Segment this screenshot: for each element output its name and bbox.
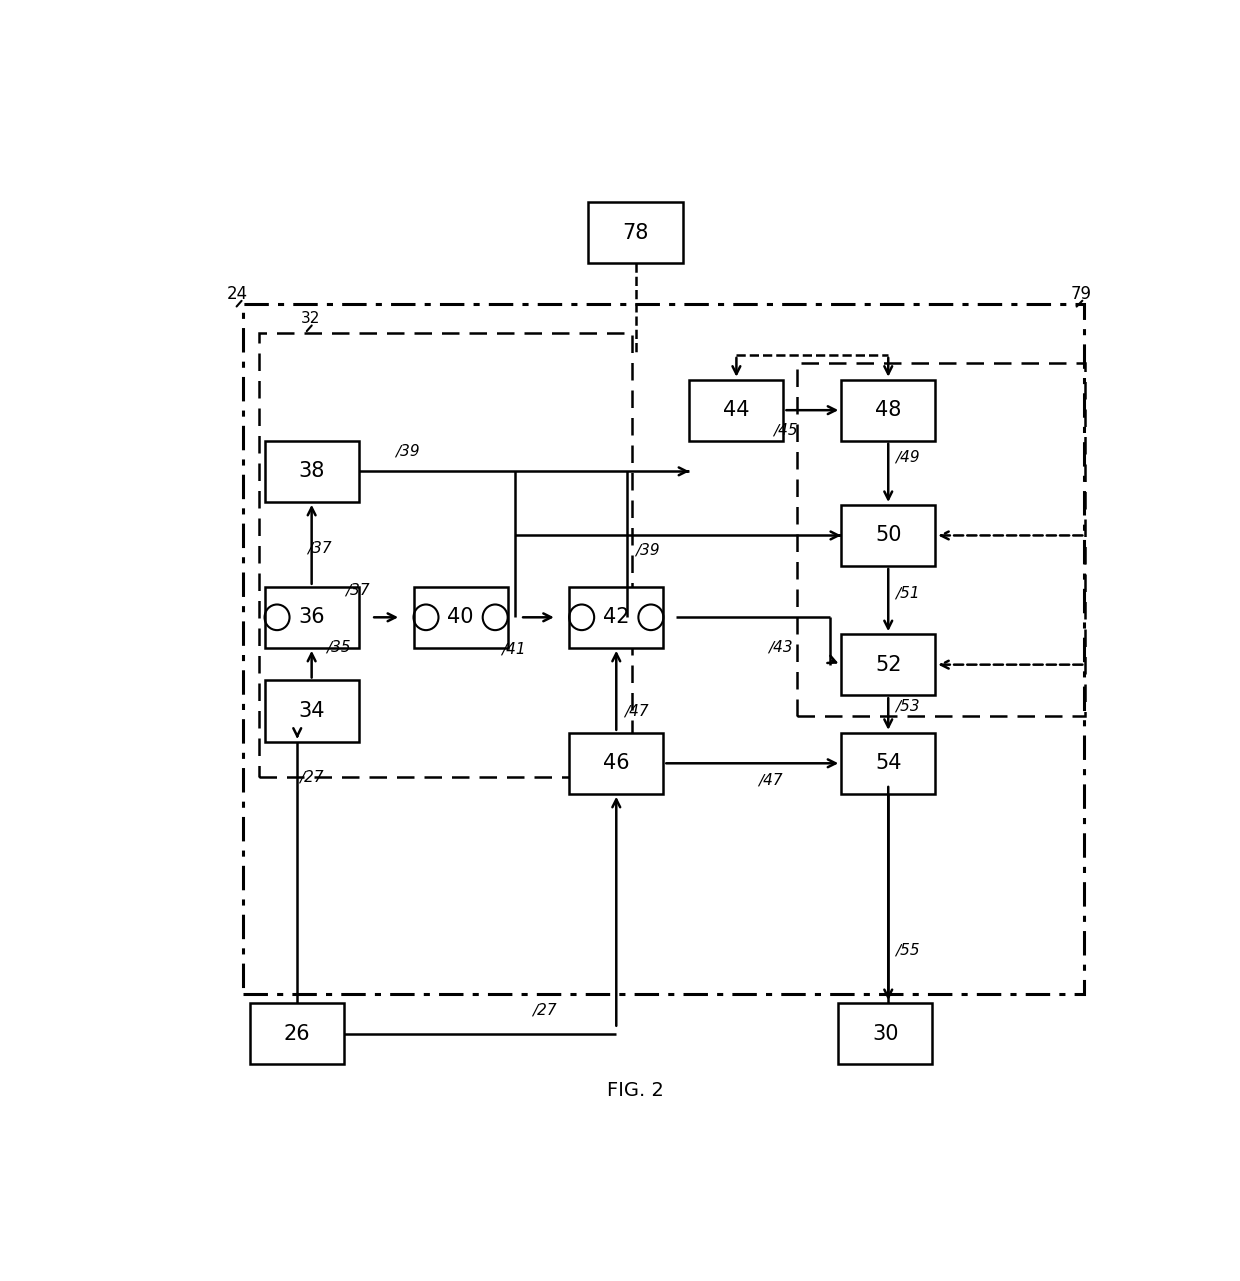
Text: ∕45: ∕45 <box>773 423 797 437</box>
Text: ∕49: ∕49 <box>895 450 920 465</box>
Text: 36: 36 <box>299 607 325 628</box>
Text: FIG. 2: FIG. 2 <box>608 1081 663 1100</box>
Text: 48: 48 <box>875 400 901 420</box>
Text: ∕37: ∕37 <box>306 541 331 556</box>
Text: 24: 24 <box>227 284 248 302</box>
Text: 32: 32 <box>301 311 320 325</box>
Text: ∕41: ∕41 <box>501 642 526 656</box>
Text: ∕35: ∕35 <box>326 639 351 655</box>
Text: 30: 30 <box>872 1024 899 1044</box>
Text: 44: 44 <box>723 400 750 420</box>
Text: ∕51: ∕51 <box>895 585 920 601</box>
Text: ∕47: ∕47 <box>624 703 649 719</box>
Text: 26: 26 <box>284 1024 310 1044</box>
FancyBboxPatch shape <box>841 634 935 696</box>
FancyBboxPatch shape <box>250 1003 345 1065</box>
Text: 54: 54 <box>875 753 901 774</box>
FancyBboxPatch shape <box>264 680 358 742</box>
FancyBboxPatch shape <box>264 587 358 648</box>
Text: 78: 78 <box>622 223 649 242</box>
Text: ∕43: ∕43 <box>768 639 792 655</box>
Text: 50: 50 <box>875 525 901 546</box>
FancyBboxPatch shape <box>689 379 784 441</box>
Text: 52: 52 <box>875 655 901 675</box>
Text: ∕47: ∕47 <box>759 772 784 788</box>
FancyBboxPatch shape <box>413 587 507 648</box>
Text: ∕55: ∕55 <box>895 943 920 957</box>
FancyBboxPatch shape <box>569 587 663 648</box>
Text: ∕39: ∕39 <box>396 445 420 459</box>
FancyBboxPatch shape <box>264 441 358 502</box>
FancyBboxPatch shape <box>838 1003 932 1065</box>
Text: 34: 34 <box>299 701 325 721</box>
Text: ∕39: ∕39 <box>635 543 660 557</box>
Text: ∕37: ∕37 <box>345 582 370 597</box>
Text: 46: 46 <box>603 753 630 774</box>
FancyBboxPatch shape <box>569 733 663 794</box>
Text: 40: 40 <box>448 607 474 628</box>
Text: 38: 38 <box>299 461 325 482</box>
Text: ∕53: ∕53 <box>895 698 920 714</box>
FancyBboxPatch shape <box>841 733 935 794</box>
Text: ∕27: ∕27 <box>532 1003 557 1017</box>
Text: ∕27: ∕27 <box>299 770 324 784</box>
Text: 79: 79 <box>1071 284 1092 302</box>
FancyBboxPatch shape <box>841 505 935 566</box>
FancyBboxPatch shape <box>589 202 682 263</box>
Text: 42: 42 <box>603 607 630 628</box>
FancyBboxPatch shape <box>841 379 935 441</box>
